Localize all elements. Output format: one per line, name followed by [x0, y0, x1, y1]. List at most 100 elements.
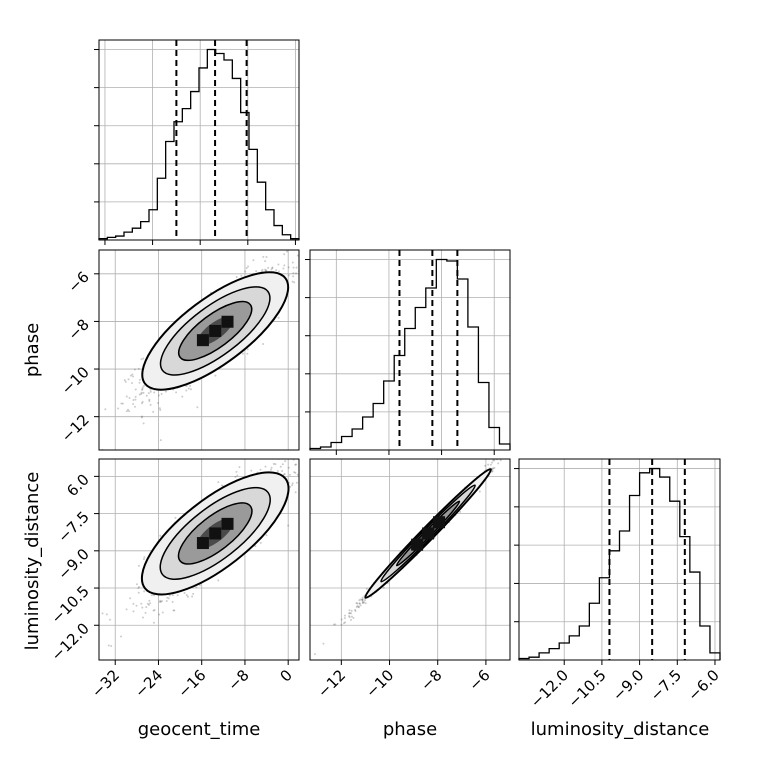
- scatter-point: [295, 463, 298, 466]
- scatter-point: [382, 586, 385, 589]
- scatter-point: [174, 516, 177, 519]
- scatter-point: [148, 599, 151, 602]
- scatter-point: [120, 402, 123, 405]
- scatter-point: [159, 439, 162, 442]
- x-tick-label: −12.0: [527, 666, 572, 711]
- scatter-point: [254, 545, 257, 548]
- scatter-point: [134, 388, 137, 391]
- scatter-point: [175, 391, 178, 394]
- scatter-point: [272, 231, 274, 233]
- scatter-point: [135, 583, 138, 586]
- scatter-point: [284, 446, 286, 448]
- scatter-point: [148, 399, 151, 402]
- scatter-point: [272, 457, 274, 459]
- scatter-point: [295, 481, 298, 484]
- scatter-point: [279, 465, 282, 468]
- scatter-point: [361, 598, 364, 601]
- scatter-point: [493, 466, 496, 469]
- scatter-point: [272, 462, 275, 465]
- scatter-point: [176, 594, 179, 597]
- scatter-point: [255, 270, 258, 273]
- histogram-panel-geocent_time: [94, 39, 300, 241]
- scatter-point: [350, 615, 353, 618]
- y-tick-label: 6.0: [63, 470, 93, 500]
- y-tick-label: −7.5: [54, 508, 92, 546]
- scatter-point: [138, 378, 141, 381]
- scatter-point: [142, 391, 145, 394]
- scatter-point: [129, 374, 132, 377]
- density-cell: [209, 527, 222, 540]
- scatter-points: [313, 433, 525, 656]
- scatter-point: [348, 614, 351, 617]
- scatter-point: [140, 391, 143, 394]
- scatter-point: [277, 270, 280, 273]
- scatter-point: [135, 604, 138, 607]
- scatter-point: [133, 368, 136, 371]
- x-tick-label: −10.5: [565, 666, 610, 711]
- scatter-point: [293, 471, 296, 474]
- scatter-point: [141, 606, 144, 609]
- scatter-point: [159, 534, 162, 537]
- scatter-point: [105, 613, 108, 616]
- scatter-point: [157, 394, 160, 397]
- scatter-point: [265, 534, 268, 537]
- scatter-point: [292, 266, 295, 269]
- scatter-point: [164, 390, 167, 393]
- scatter-point: [365, 587, 368, 590]
- scatter-point: [293, 281, 296, 284]
- scatter-point: [355, 601, 358, 604]
- scatter-point: [343, 614, 346, 617]
- scatter-point: [491, 467, 494, 470]
- scatter-point: [125, 395, 128, 398]
- scatter-point: [153, 609, 156, 612]
- scatter-point: [158, 613, 161, 616]
- scatter-point: [265, 269, 268, 272]
- scatter-point: [132, 398, 135, 401]
- scatter-point: [246, 348, 249, 351]
- scatter-point: [320, 253, 322, 255]
- scatter-point: [523, 433, 525, 435]
- scatter-point: [196, 406, 199, 409]
- scatter-point: [264, 260, 267, 263]
- scatter-point: [137, 367, 140, 370]
- scatter-point: [252, 259, 255, 262]
- density-cell: [209, 324, 222, 337]
- scatter-point: [259, 541, 262, 544]
- scatter-point: [491, 461, 494, 464]
- scatter-point: [152, 410, 155, 413]
- scatter-point: [107, 644, 110, 647]
- scatter-point: [306, 455, 308, 457]
- scatter-point: [354, 610, 357, 613]
- scatter-point: [340, 618, 343, 621]
- scatter-point: [128, 397, 131, 400]
- scatter-point: [185, 389, 188, 392]
- y-tick-label: −8: [64, 316, 92, 344]
- x-tick-label: −32: [88, 666, 123, 701]
- scatter-point: [145, 606, 148, 609]
- scatter-point: [294, 272, 297, 275]
- scatter-point: [303, 485, 305, 487]
- scatter-point: [332, 623, 335, 626]
- scatter-point: [327, 239, 329, 241]
- scatter-point: [119, 635, 122, 638]
- scatter-point: [504, 456, 506, 458]
- scatter-point: [340, 623, 343, 626]
- scatter-point: [303, 478, 305, 480]
- scatter-point: [123, 379, 126, 382]
- scatter-panel-geocent_time-vs-phase: [98, 231, 329, 451]
- histogram-bar-outline: [98, 48, 300, 240]
- scatter-point: [344, 621, 347, 624]
- scatter-point: [294, 471, 297, 474]
- scatter-point: [132, 403, 135, 406]
- scatter-point: [148, 398, 151, 401]
- scatter-point: [359, 604, 362, 607]
- scatter-point: [125, 608, 128, 611]
- scatter-point: [283, 264, 286, 267]
- density-cell: [411, 538, 424, 551]
- scatter-point: [362, 601, 365, 604]
- y-axis-title: phase: [22, 323, 43, 377]
- scatter-point: [357, 606, 360, 609]
- y-tick-label: −12.0: [48, 619, 93, 664]
- scatter-point: [302, 459, 304, 461]
